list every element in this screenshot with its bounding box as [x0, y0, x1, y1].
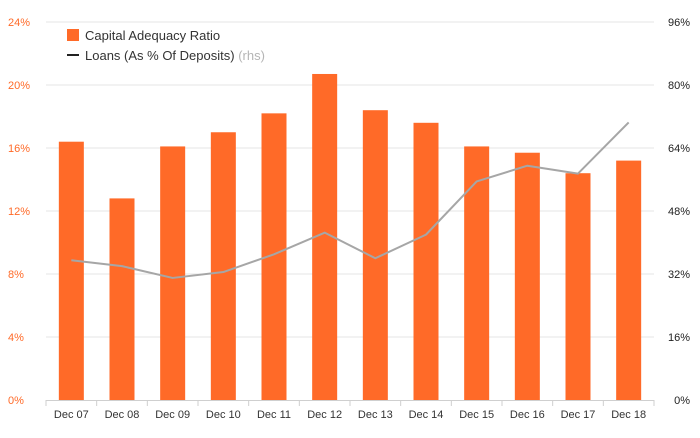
y-left-tick-label: 12% — [8, 206, 30, 218]
y-right-tick-label: 16% — [668, 332, 690, 344]
y-left-tick-label: 4% — [8, 332, 24, 344]
x-tick-label: Dec 08 — [105, 409, 140, 421]
x-tick-label: Dec 16 — [510, 409, 545, 421]
x-tick-label: Dec 09 — [155, 409, 190, 421]
y-axis-right: 0% 16% 32% 48% 64% 80% 96% — [668, 17, 690, 407]
x-tick-label: Dec 18 — [611, 409, 646, 421]
x-tick-label: Dec 14 — [409, 409, 444, 421]
bar — [464, 146, 490, 400]
x-tick-label: Dec 15 — [459, 409, 494, 421]
bar — [514, 152, 540, 400]
legend-label-capital-adequacy: Capital Adequacy Ratio — [85, 28, 220, 43]
x-tick-label: Dec 13 — [358, 409, 393, 421]
y-axis-left: 0% 4% 8% 12% 16% 20% 24% — [8, 17, 30, 407]
y-right-tick-label: 64% — [668, 143, 690, 155]
x-tick-label: Dec 10 — [206, 409, 241, 421]
bar — [565, 173, 591, 400]
bar — [160, 146, 186, 400]
legend-label-loans: Loans (As % Of Deposits) (rhs) — [85, 48, 265, 63]
y-right-tick-label: 0% — [674, 395, 690, 407]
y-right-tick-label: 48% — [668, 206, 690, 218]
bar — [58, 141, 84, 400]
bar — [109, 198, 135, 400]
legend: Capital Adequacy Ratio Loans (As % Of De… — [67, 28, 265, 63]
legend-label-loans-rhs: (rhs) — [238, 48, 265, 63]
y-right-tick-label: 96% — [668, 17, 690, 29]
y-left-tick-label: 0% — [8, 395, 24, 407]
line-series — [71, 121, 630, 279]
y-right-tick-label: 80% — [668, 80, 690, 92]
x-tick-label: Dec 07 — [54, 409, 89, 421]
loans-line — [71, 121, 630, 279]
x-tick-label: Dec 11 — [257, 409, 291, 421]
y-right-tick-label: 32% — [668, 269, 690, 281]
bar — [413, 122, 439, 401]
bar-series — [58, 73, 642, 401]
y-left-tick-label: 16% — [8, 143, 30, 155]
legend-swatch-capital-adequacy — [67, 29, 79, 41]
x-axis: Dec 07 Dec 08 Dec 09 Dec 10 Dec 11 Dec 12 Dec … — [45, 400, 655, 421]
y-left-tick-label: 20% — [8, 80, 30, 92]
legend-swatch-loans — [67, 54, 79, 56]
y-left-tick-label: 24% — [8, 17, 30, 29]
bar — [210, 132, 236, 400]
legend-label-loans-name: Loans (As % Of Deposits) — [85, 48, 235, 63]
y-left-tick-label: 8% — [8, 269, 24, 281]
x-tick-label: Dec 12 — [307, 409, 342, 421]
bar — [616, 160, 642, 400]
gridlines — [46, 21, 654, 338]
x-tick-label: Dec 17 — [561, 409, 596, 421]
